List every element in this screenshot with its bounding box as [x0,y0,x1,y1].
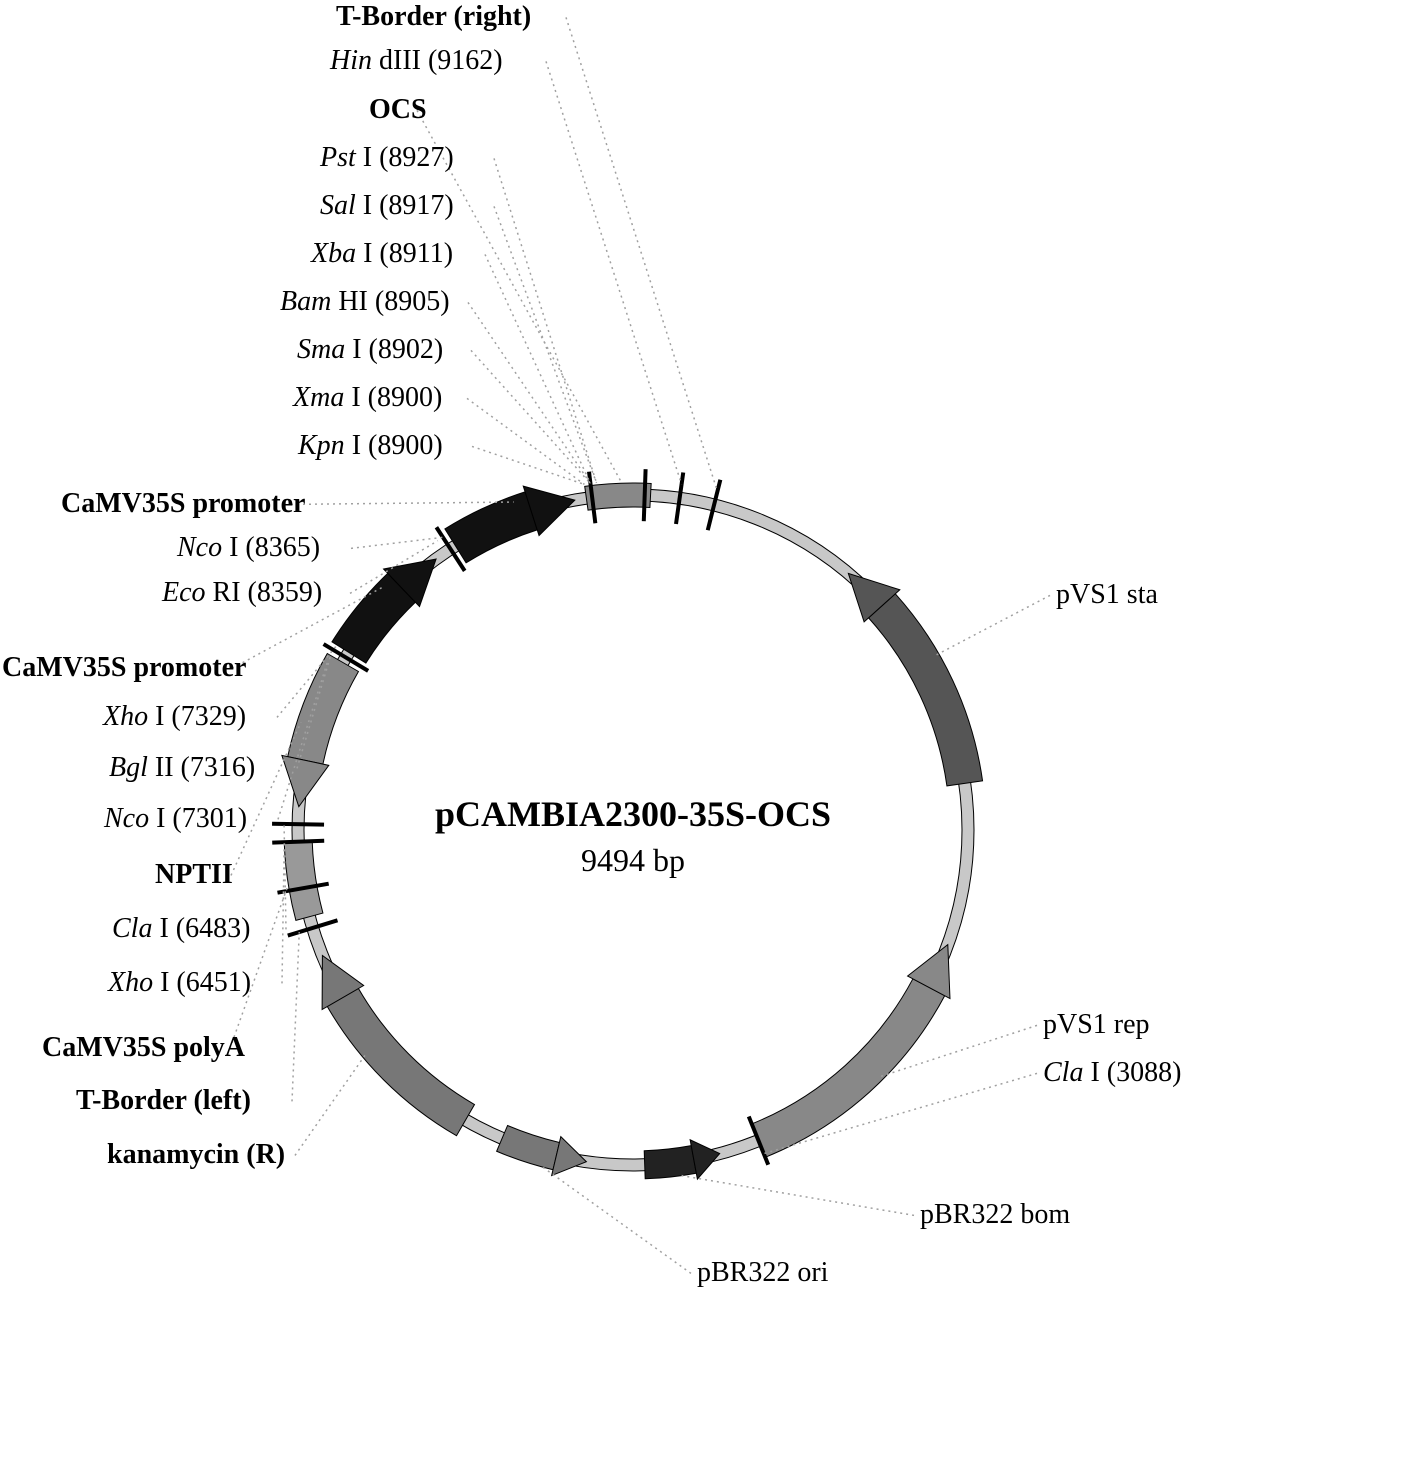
feature-pvs1-sta [869,594,983,786]
l-ocs: OCS [369,95,427,126]
l-pvs1sta: pVS1 sta [1056,580,1158,611]
feature-pvs1-rep [752,979,945,1157]
leader-l-kanr [295,1054,366,1155]
l-clai6483: Cla I (6483) [112,914,250,945]
leader-l-smai [471,350,590,483]
tick-ocs-end [644,469,646,521]
leader-l-xmai [467,398,584,484]
l-tborder-l: T-Border (left) [76,1086,251,1117]
l-nptii: NPTII [155,860,233,891]
l-tborder-r: T-Border (right) [336,2,531,33]
leader-l-xbai [485,254,590,483]
leader-l-pbr322ori [543,1167,691,1273]
l-pbr322bom: pBR322 bom [920,1200,1070,1231]
leader-l-tborder-r [566,17,717,491]
leader-l-tborder-l [292,932,299,1101]
leader-l-camv1 [291,502,514,504]
l-hindiii: Hin dIII (9162) [330,46,503,77]
leader-l-psti [494,158,597,483]
l-ecori: Eco RI (8359) [162,578,322,609]
l-clai3088: Cla I (3088) [1043,1058,1181,1089]
feature-pbr322-ori [497,1125,560,1169]
feature-camv35s-prom1 [445,492,537,563]
l-xhoi6451: Xho I (6451) [108,968,251,999]
feature-nptii [288,654,359,765]
leader-l-pbr322bom [682,1176,914,1216]
l-xbai: Xba I (8911) [311,239,453,270]
feature-pbr322-bom [644,1146,696,1179]
l-xhoi7329: Xho I (7329) [103,702,246,733]
l-kpni: Kpn I (8900) [298,431,443,462]
l-psti: Pst I (8927) [320,143,454,174]
l-xmai: Xma I (8900) [293,383,442,414]
l-sali: Sal I (8917) [320,191,454,222]
l-polya: CaMV35S polyA [42,1033,245,1064]
feature-kanamycin-r- [327,989,474,1136]
l-ncoi8365: Nco I (8365) [177,533,320,564]
l-pbr322ori: pBR322 ori [697,1258,828,1289]
l-ncoi7301: Nco I (7301) [104,804,247,835]
leader-l-hindiii [546,61,682,484]
l-smai: Sma I (8902) [297,335,443,366]
l-camv1: CaMV35S promoter [61,489,305,520]
leader-l-pvs1sta [935,595,1050,655]
plasmid-map-stage: pCAMBIA2300-35S-OCS 9494 bp T-Border (ri… [0,0,1407,1484]
l-bglii: Bgl II (7316) [109,753,255,784]
l-kanr: kanamycin (R) [107,1140,285,1171]
leader-l-bamhi [468,302,590,483]
l-bamhi: Bam HI (8905) [280,287,450,318]
l-pvs1rep: pVS1 rep [1043,1010,1150,1041]
leader-l-kpni [472,446,584,484]
l-camv2: CaMV35S promoter [2,653,246,684]
leader-l-sali [494,206,597,483]
